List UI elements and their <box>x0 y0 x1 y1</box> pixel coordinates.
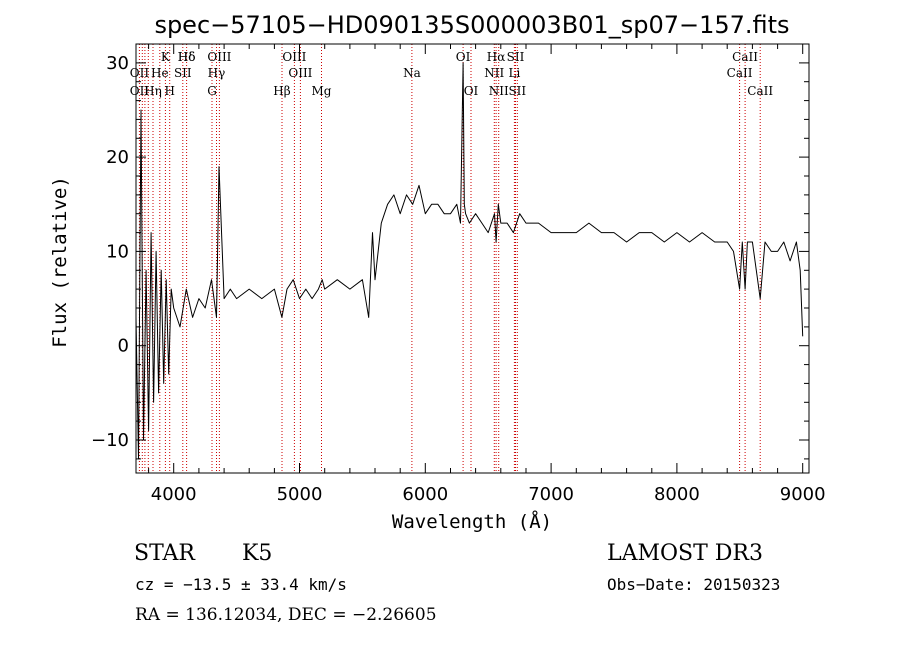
spectral-line-label: OI <box>456 50 471 64</box>
spectral-line-label: Hα <box>487 50 506 64</box>
y-axis-ticks: −10 0 10 20 30 <box>91 43 809 460</box>
y-tick-label: 30 <box>106 53 129 74</box>
spectral-line-label: OIII <box>207 50 231 64</box>
redshift-readout: cz = −13.5 ± 33.4 km/s <box>135 575 347 594</box>
x-axis-label: Wavelength (Å) <box>392 510 552 533</box>
spectral-line-label: SII <box>174 66 192 80</box>
spectral-line-label: Hη <box>144 84 162 98</box>
spectral-line-label: Li <box>508 66 520 80</box>
spectral-line-label: He <box>151 66 169 80</box>
spectral-line-label: OIII <box>282 50 306 64</box>
spectral-line-label: Hδ <box>178 50 196 64</box>
spectral-line-label: CaII <box>732 50 758 64</box>
x-tick-label: 8000 <box>654 484 700 505</box>
spectral-line-label: Hδ <box>178 50 196 64</box>
object-subclass: K5 <box>242 541 272 566</box>
plot-frame <box>135 43 810 474</box>
x-tick-label: 6000 <box>402 484 448 505</box>
spectral-line-markers <box>138 44 761 473</box>
spectral-line-label: NII <box>489 84 509 98</box>
x-tick-label: 7000 <box>528 484 574 505</box>
spectral-line-label: CaII <box>727 66 753 80</box>
spectral-line-label: CaII <box>747 84 773 98</box>
y-tick-label: 20 <box>106 147 129 168</box>
spectral-line-label: Hβ <box>273 84 290 98</box>
chart-title: spec−57105−HD090135S000003B01_sp07−157.f… <box>154 11 789 39</box>
spectral-line-label: OI <box>464 84 479 98</box>
spectral-line-label: H <box>164 84 174 98</box>
spectral-line-label: OII <box>130 66 150 80</box>
x-tick-label: 5000 <box>277 484 323 505</box>
x-axis-ticks: 4000 5000 6000 7000 8000 9000 <box>148 44 826 505</box>
spectral-line-label: SII <box>507 50 525 64</box>
spectral-line-label: OII <box>130 84 150 98</box>
spectral-line-label: Mg <box>312 84 332 98</box>
spectral-line-label: Hγ <box>208 66 226 80</box>
spectrum-series <box>135 62 804 460</box>
spectral-line-label: Na <box>403 66 421 80</box>
spectral-line-label: K <box>161 50 171 64</box>
x-tick-label: 9000 <box>780 484 826 505</box>
y-tick-label: 0 <box>118 336 129 357</box>
survey-name: LAMOST DR3 <box>607 541 763 566</box>
spectral-line-label: SII <box>508 84 526 98</box>
y-tick-label: 10 <box>106 241 129 262</box>
y-tick-label: −10 <box>91 430 129 451</box>
y-axis-label: Flux (relative) <box>49 176 71 348</box>
x-tick-label: 4000 <box>151 484 197 505</box>
spectrum-line <box>135 62 804 460</box>
coordinates-readout: RA = 136.12034, DEC = −2.26605 <box>135 605 437 625</box>
spectral-line-label: OIII <box>288 66 312 80</box>
spectral-line-label: NII <box>484 66 504 80</box>
spectral-line-label: G <box>207 84 217 98</box>
object-type: STAR <box>134 541 196 566</box>
observation-date: Obs−Date: 20150323 <box>607 575 780 594</box>
